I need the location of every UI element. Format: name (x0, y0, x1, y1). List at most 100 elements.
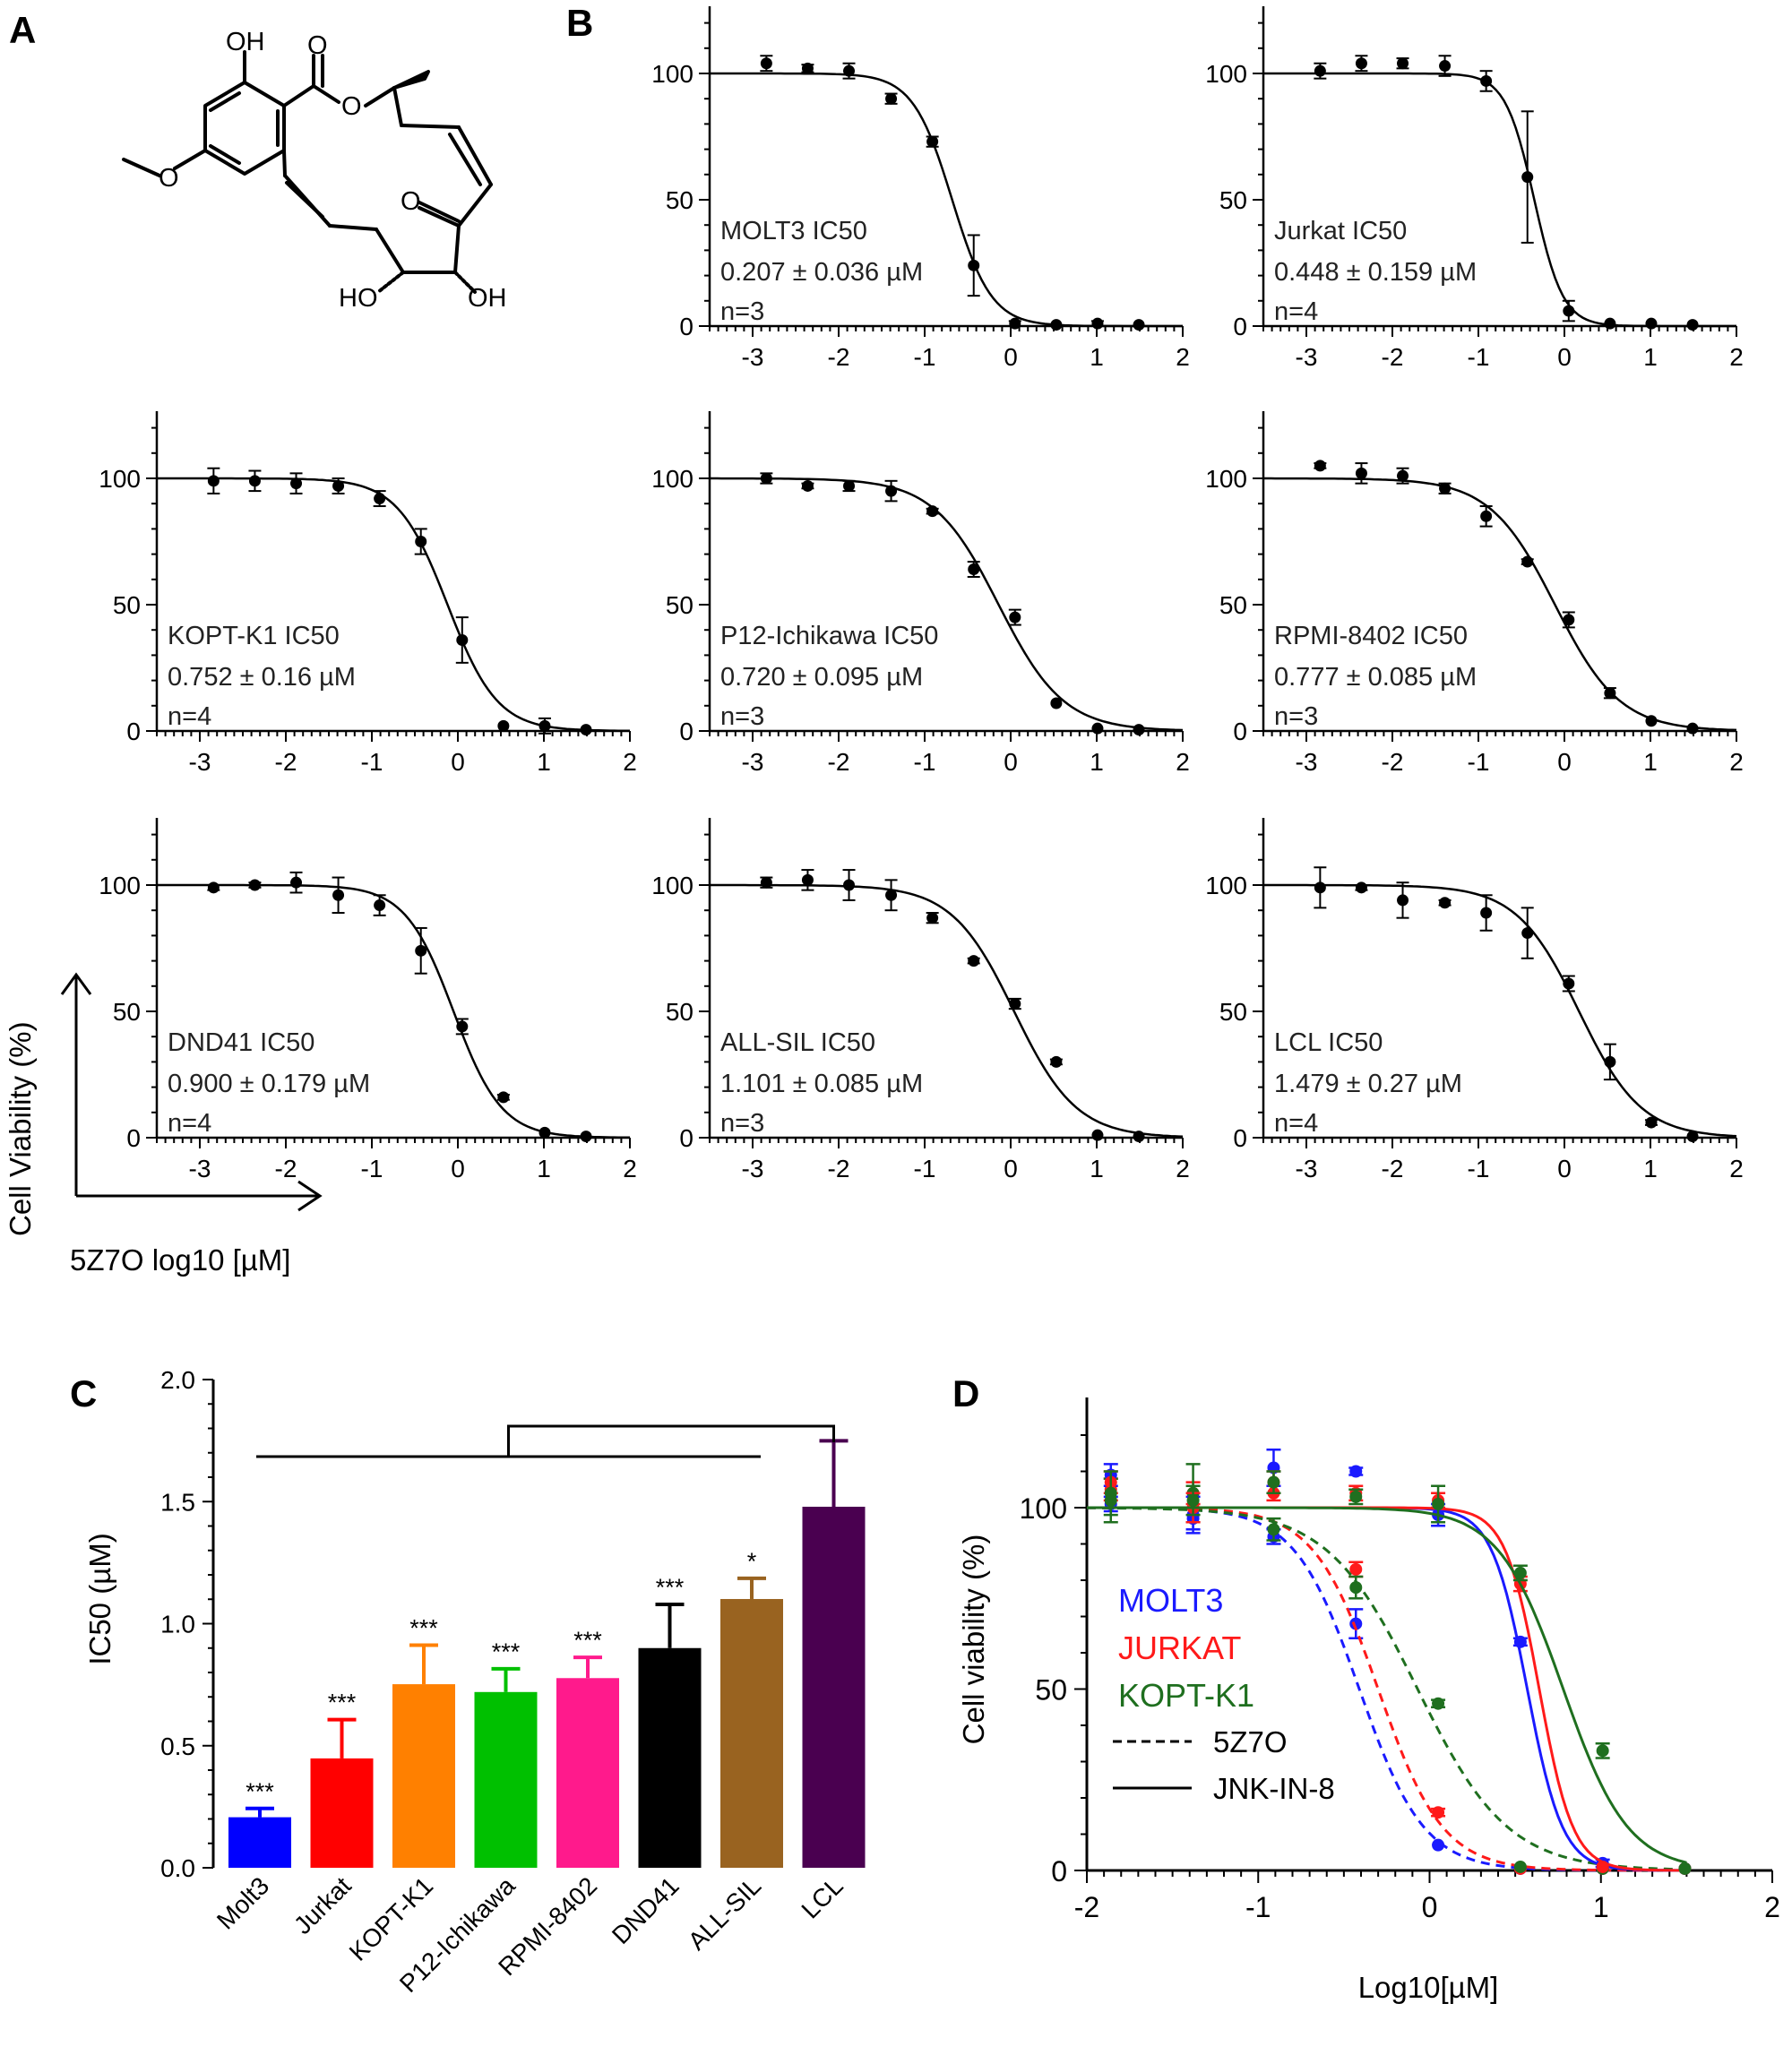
data-point (1009, 998, 1021, 1010)
data-point (415, 944, 427, 957)
data-point (1596, 1860, 1609, 1873)
data-point (1432, 1497, 1445, 1510)
x-tick-label: 1 (1090, 1155, 1104, 1182)
data-point (1314, 881, 1326, 894)
y-tick-label: 0 (679, 1124, 694, 1152)
y-tick-label: 0.5 (160, 1733, 195, 1760)
data-point (801, 62, 814, 74)
data-point (1349, 1562, 1363, 1576)
data-point (332, 889, 345, 901)
data-point (1521, 555, 1534, 568)
x-tick-label: -2 (1074, 1891, 1099, 1923)
panel-c-ic50-bar-chart: IC50 (µM) 0.0 0.5 1.0 1.5 2.0 *** Molt3 *** Jurk… (83, 1366, 866, 1998)
x-tick-label: -3 (742, 748, 764, 776)
data-point (1686, 1131, 1699, 1143)
data-point (1513, 1860, 1527, 1873)
data-point (1133, 1131, 1145, 1143)
ic50-value: 0.900 ± 0.179 µM (168, 1070, 370, 1098)
legend-5z7o: 5Z7O (1213, 1725, 1288, 1758)
data-point (1604, 317, 1616, 330)
y-tick-label: 100 (1205, 60, 1247, 88)
x-tick-label: -3 (1296, 343, 1318, 371)
series-kopt-k1-5z7o (1087, 1463, 1692, 1875)
data-point (1104, 1486, 1117, 1500)
significance-marker: *** (328, 1690, 357, 1716)
data-point (248, 475, 261, 487)
data-point (801, 873, 814, 886)
y-tick-label: 0.0 (160, 1854, 195, 1882)
atom-o-methoxy: O (159, 164, 179, 193)
data-point (885, 889, 898, 901)
y-tick-label: 50 (666, 998, 694, 1026)
y-tick-label: 100 (99, 465, 141, 493)
bar-group-lcl: LCL (796, 1439, 866, 1924)
category-label: ALL-SIL (683, 1871, 766, 1955)
structure-atom-labels: OH O O O O HO OH (159, 28, 507, 313)
data-point (1314, 460, 1326, 472)
chemical-structure (122, 50, 493, 294)
panel-label-a: A (9, 9, 36, 51)
fit-curve (1263, 477, 1737, 732)
n-label: n=4 (168, 1109, 211, 1138)
category-label: Jurkat (289, 1871, 357, 1939)
data-point (580, 1131, 592, 1143)
atom-oh-top: OH (226, 28, 265, 56)
x-tick-label: -3 (1296, 1155, 1318, 1182)
data-point (456, 1020, 469, 1033)
n-label: n=3 (720, 1109, 764, 1138)
y-tick-label: 50 (1219, 591, 1247, 619)
dose-response-plot-kopt-k1: -3 -2 -1 0 1 2 0 50 100 KOPT-K1 IC50 0.752 ± 0.16 … (99, 411, 637, 776)
fit-curve (710, 477, 1184, 732)
dose-response-plot-jurkat: -3 -2 -1 0 1 2 0 50 100 Jurkat IC50 0.448 ± 0.159 … (1205, 6, 1744, 371)
data-point (290, 477, 303, 490)
ic50-title: LCL IC50 (1274, 1028, 1383, 1057)
dose-response-plot-dnd41: -3 -2 -1 0 1 2 0 50 100 DND41 IC50 0.900 ± 0.179 µ… (99, 818, 637, 1182)
atom-o-carbonyl: O (307, 31, 328, 60)
x-tick-label: -2 (1382, 343, 1404, 371)
fit-curve (1263, 883, 1737, 1138)
data-point (1186, 1493, 1200, 1507)
y-tick-label: 100 (651, 60, 694, 88)
y-tick-label: 100 (651, 872, 694, 899)
bar (638, 1647, 702, 1868)
legend-kopt-k1: KOPT-K1 (1118, 1677, 1254, 1714)
x-tick-label: 2 (1729, 1155, 1744, 1182)
y-tick-label: 100 (651, 465, 694, 493)
x-tick-label: 2 (1729, 748, 1744, 776)
atom-o-ketone: O (401, 187, 421, 216)
data-point (1604, 687, 1616, 700)
data-point (1596, 1744, 1609, 1758)
data-point (926, 135, 939, 148)
data-point (1397, 469, 1409, 482)
y-tick-label: 0 (679, 718, 694, 745)
x-tick-label: 2 (623, 1155, 637, 1182)
bar (228, 1817, 291, 1868)
y-tick-label: 1.0 (160, 1611, 195, 1638)
bar-group-dnd41: *** DND41 (607, 1574, 702, 1949)
x-tick-label: -2 (275, 748, 297, 776)
x-tick-label: -2 (828, 1155, 850, 1182)
data-point (1686, 722, 1699, 735)
ic50-value: 1.101 ± 0.085 µM (720, 1070, 923, 1098)
x-tick-label: -1 (1468, 343, 1490, 371)
data-point (415, 536, 427, 547)
y-tick-label: 50 (113, 591, 141, 619)
data-point (968, 955, 980, 967)
comparison-bracket (507, 1424, 835, 1457)
bar-group-molt3: *** Molt3 (211, 1778, 291, 1935)
data-point (1563, 977, 1575, 990)
ic50-title: RPMI-8402 IC50 (1274, 622, 1468, 650)
data-point (1267, 1475, 1280, 1489)
data-point (1267, 1523, 1280, 1536)
x-tick-label: -3 (742, 1155, 764, 1182)
data-point (1349, 1581, 1363, 1595)
data-point (1604, 1055, 1616, 1068)
data-point (497, 719, 510, 732)
panel-label-d: D (952, 1372, 979, 1414)
panel-b-shared-axes: Cell Viability (%) 5Z7O log10 [µM] (4, 972, 323, 1277)
bar (556, 1678, 619, 1868)
data-point (1355, 881, 1367, 894)
x-tick-label: -1 (914, 748, 936, 776)
data-point (1091, 1129, 1104, 1141)
n-label: n=4 (1274, 297, 1318, 326)
